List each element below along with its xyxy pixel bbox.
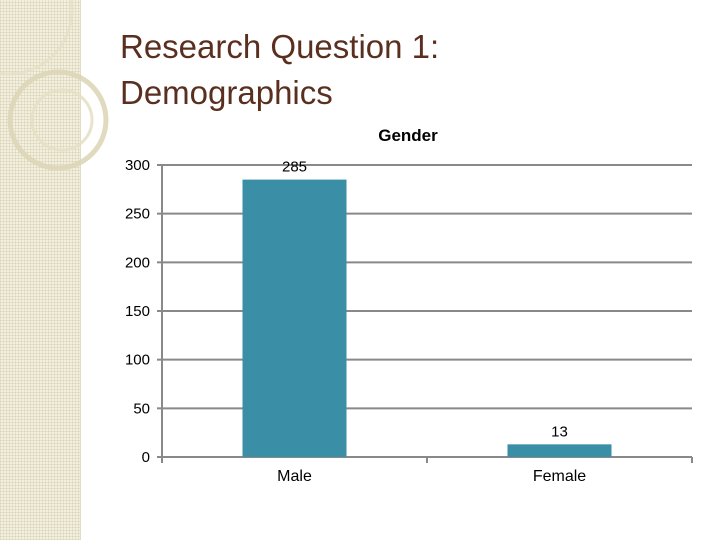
bar-female	[507, 444, 612, 457]
y-tick-label: 200	[125, 254, 150, 271]
slide-title: Research Question 1: Demographics	[120, 24, 680, 116]
gridlines	[157, 164, 693, 463]
slide-title-line-1: Research Question 1:	[120, 28, 440, 65]
gender-bar-chart: Gender 0 50 100 150 200 250 300 285 13 Male Fema…	[125, 126, 693, 485]
bar-male	[242, 179, 347, 457]
y-tick-label: 50	[133, 400, 150, 417]
data-label: 285	[282, 159, 307, 176]
data-label: 13	[551, 423, 568, 440]
y-axis-tick-labels: 0 50 100 150 200 250 300	[125, 157, 150, 466]
side-band-edge	[80, 0, 81, 540]
chart-title: Gender	[378, 126, 438, 145]
decorative-circles	[0, 0, 109, 171]
data-labels: 285 13	[282, 159, 568, 441]
y-tick-label: 150	[125, 303, 150, 320]
y-tick-label: 0	[142, 449, 150, 466]
y-tick-label: 100	[125, 352, 150, 369]
slide-title-line-2: Demographics	[120, 74, 333, 111]
x-tick-label: Male	[277, 468, 312, 485]
y-tick-label: 250	[125, 206, 150, 223]
y-tick-label: 300	[125, 157, 150, 174]
x-axis-tick-labels: Male Female	[277, 468, 586, 485]
bars	[242, 179, 612, 457]
x-tick-label: Female	[533, 468, 586, 485]
